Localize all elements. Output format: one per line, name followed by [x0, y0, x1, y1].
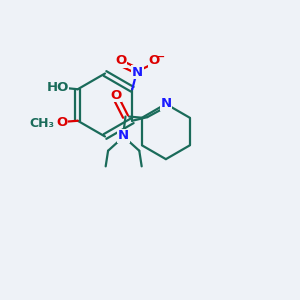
Text: O: O — [110, 89, 122, 102]
Text: O: O — [56, 116, 67, 129]
Text: N: N — [160, 98, 171, 110]
Text: O: O — [116, 54, 127, 67]
Text: −: − — [156, 52, 166, 62]
Text: CH₃: CH₃ — [29, 117, 54, 130]
Text: N: N — [118, 129, 129, 142]
Text: HO: HO — [46, 81, 69, 94]
Text: O: O — [148, 54, 160, 67]
Text: N: N — [132, 66, 143, 79]
